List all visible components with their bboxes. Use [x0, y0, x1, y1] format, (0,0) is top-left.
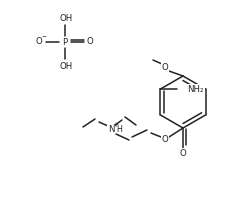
Text: NH₂: NH₂ [187, 85, 204, 94]
Text: O: O [162, 62, 168, 72]
Text: O: O [36, 36, 42, 46]
Text: OH: OH [59, 61, 73, 71]
Text: OH: OH [59, 14, 73, 22]
Text: O: O [87, 36, 93, 46]
Text: P: P [62, 37, 68, 46]
Text: −: − [42, 33, 47, 38]
Text: O: O [162, 136, 168, 145]
Text: +: + [112, 122, 118, 128]
Text: N: N [108, 125, 114, 135]
Text: H: H [116, 125, 122, 134]
Text: O: O [180, 149, 186, 157]
